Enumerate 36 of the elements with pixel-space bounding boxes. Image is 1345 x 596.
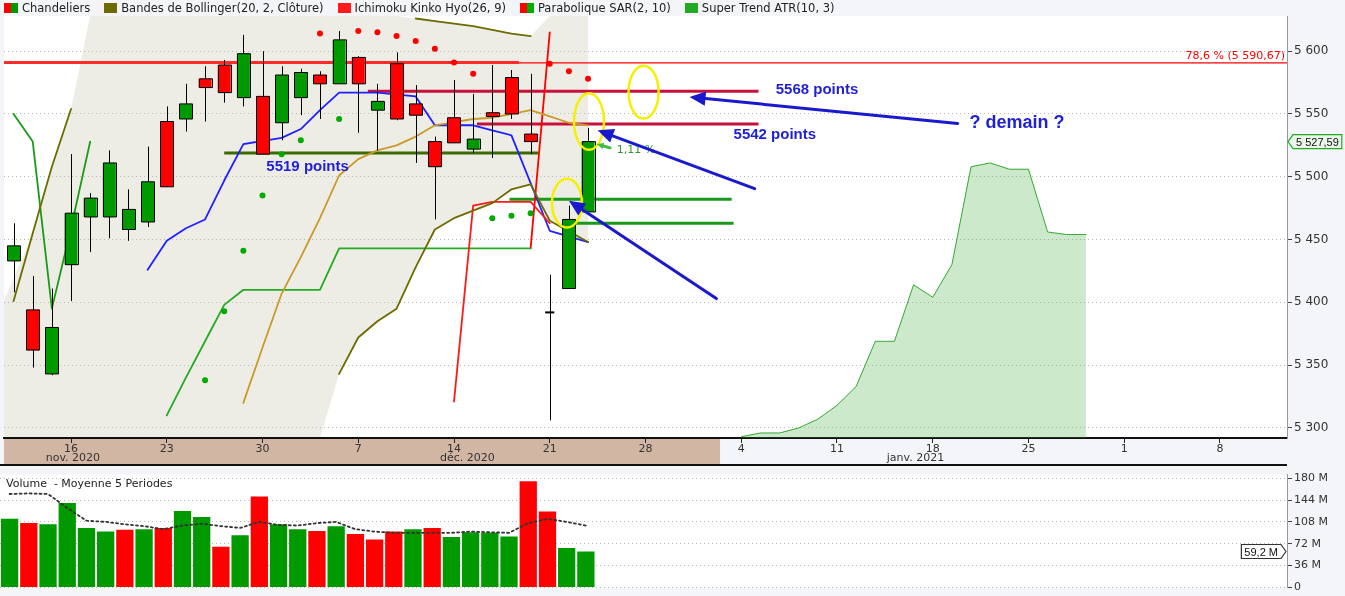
y-tick-label: 5 400	[1294, 294, 1329, 309]
y-tick-label: 5 600	[1294, 43, 1329, 58]
text: 5 527,59	[1296, 135, 1339, 148]
y-tick-label: 180 M	[1294, 471, 1328, 485]
y-tick-label: 144 M	[1294, 492, 1328, 506]
ref-line-label: 78,6 % (5 590,67)	[1185, 48, 1285, 62]
x-tick-label: 1	[1120, 442, 1128, 456]
x-tick-label: 28	[638, 442, 653, 456]
annotation: ? demain ?	[969, 111, 1065, 132]
y-tick-label: 5 300	[1294, 420, 1329, 435]
legend-label: Bandes de Bollinger(20, 2, Clôture)	[121, 1, 324, 15]
legend-label: Chandeliers	[22, 1, 91, 15]
x-tick-label: 7	[354, 442, 362, 456]
y-tick-label: 5 550	[1294, 106, 1329, 121]
x-tick-label: 30	[255, 442, 270, 456]
legend-label: Super Trend ATR(10, 3)	[701, 1, 835, 15]
y-tick-label: 108 M	[1294, 514, 1328, 528]
y-tick-label: 5 500	[1294, 168, 1329, 183]
x-tick-label: 25	[1021, 442, 1036, 456]
ref-line-label: 5519 points	[266, 157, 349, 175]
x-tick-label: 23	[159, 442, 174, 456]
y-tick-label: 5 350	[1294, 357, 1329, 372]
x-tick-label: 8	[1216, 442, 1224, 456]
x-tick-label: 11	[829, 442, 844, 456]
y-tick-label: 0	[1294, 580, 1301, 594]
annotation: 59,2 M	[1244, 545, 1279, 558]
x-tick-label: 4	[737, 442, 745, 456]
y-tick-label: 72 M	[1294, 536, 1321, 550]
x-tick-label: 21	[542, 442, 557, 456]
ref-line-label: 5568 points	[775, 80, 859, 98]
y-tick-label: 36 M	[1294, 558, 1321, 572]
legend-label: Parabolique SAR(2, 10)	[537, 1, 671, 15]
y-tick-label: 5 450	[1294, 231, 1329, 246]
legend-label: Ichimoku Kinko Hyo(26, 9)	[354, 1, 506, 15]
ref-line-label: 5542 points	[733, 125, 817, 143]
chart-title: Volume - Moyenne 5 Periodes	[6, 476, 173, 490]
